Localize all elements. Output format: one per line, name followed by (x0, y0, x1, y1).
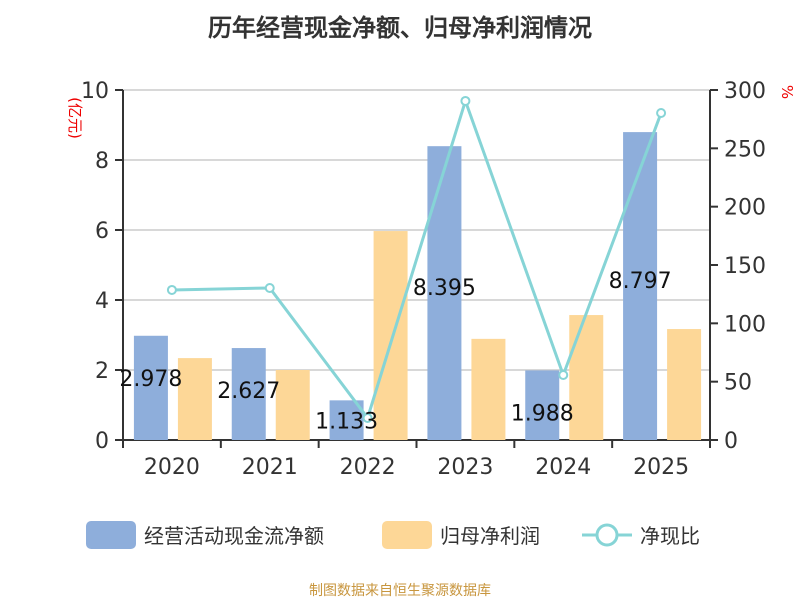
x-tick-label: 2024 (535, 455, 591, 480)
legend-label: 归母净利润 (440, 524, 540, 548)
point-ratio (460, 95, 471, 106)
bar-cashflow (231, 348, 266, 440)
bar-cashflow (133, 335, 168, 440)
legend-label: 经营活动现金流净额 (144, 524, 324, 548)
y-tick-label-left: 6 (95, 219, 109, 244)
y-tick-label-left: 0 (95, 429, 109, 454)
y-tick-label-right: 100 (724, 312, 766, 337)
x-tick-label: 2022 (340, 455, 396, 480)
bar-cashflow (525, 370, 560, 440)
x-tick-label: 2021 (242, 455, 298, 480)
bar-profit (569, 315, 604, 440)
y-tick-label-left: 8 (95, 149, 109, 174)
point-ratio (558, 370, 569, 381)
legend-item-cashflow[interactable]: 经营活动现金流净额 (86, 520, 324, 549)
y-tick-label-left: 2 (95, 359, 109, 384)
y-axis-label-right: % (778, 85, 796, 99)
data-label-cashflow: 2.627 (217, 379, 280, 404)
legend-item-profit[interactable]: 归母净利润 (382, 520, 540, 549)
bar-profit (471, 338, 506, 440)
x-tick-label: 2020 (144, 455, 200, 480)
legend-swatch (86, 520, 136, 549)
legend-line-icon (582, 523, 632, 546)
y-tick-label-right: 150 (724, 254, 766, 279)
y-tick-label-right: 200 (724, 196, 766, 221)
bar-cashflow (427, 146, 462, 441)
data-label-cashflow: 8.797 (609, 269, 672, 294)
x-tick-label: 2023 (437, 455, 493, 480)
bar-profit (275, 370, 310, 440)
data-label-cashflow: 2.978 (119, 367, 182, 392)
y-tick-label-right: 0 (724, 429, 738, 454)
y-tick-label-right: 250 (724, 137, 766, 162)
y-tick-label-right: 50 (724, 371, 752, 396)
y-tick-label-left: 4 (95, 289, 109, 314)
y-axis-label-left: (亿元) (66, 97, 84, 139)
line-ratio (171, 96, 663, 422)
point-ratio (362, 412, 373, 423)
bar-cashflow (623, 132, 658, 441)
y-tick-label-left: 10 (81, 79, 109, 104)
data-label-cashflow: 1.133 (315, 409, 378, 434)
y-tick-label-right: 300 (724, 79, 766, 104)
x-tick-label: 2025 (633, 455, 689, 480)
point-ratio (656, 107, 667, 118)
data-label-cashflow: 1.988 (511, 401, 574, 426)
chart-title: 历年经营现金净额、归母净利润情况 (208, 14, 592, 42)
legend-label: 净现比 (640, 524, 700, 548)
bar-profit (177, 358, 212, 440)
legend-swatch (382, 520, 432, 549)
bar-profit (373, 231, 408, 440)
source-note: 制图数据来自恒生聚源数据库 (309, 583, 491, 599)
data-label-cashflow: 8.395 (413, 276, 476, 301)
bar-profit (667, 329, 702, 440)
point-ratio (264, 282, 275, 293)
legend-item-ratio[interactable]: 净现比 (582, 520, 700, 549)
point-ratio (166, 284, 177, 295)
